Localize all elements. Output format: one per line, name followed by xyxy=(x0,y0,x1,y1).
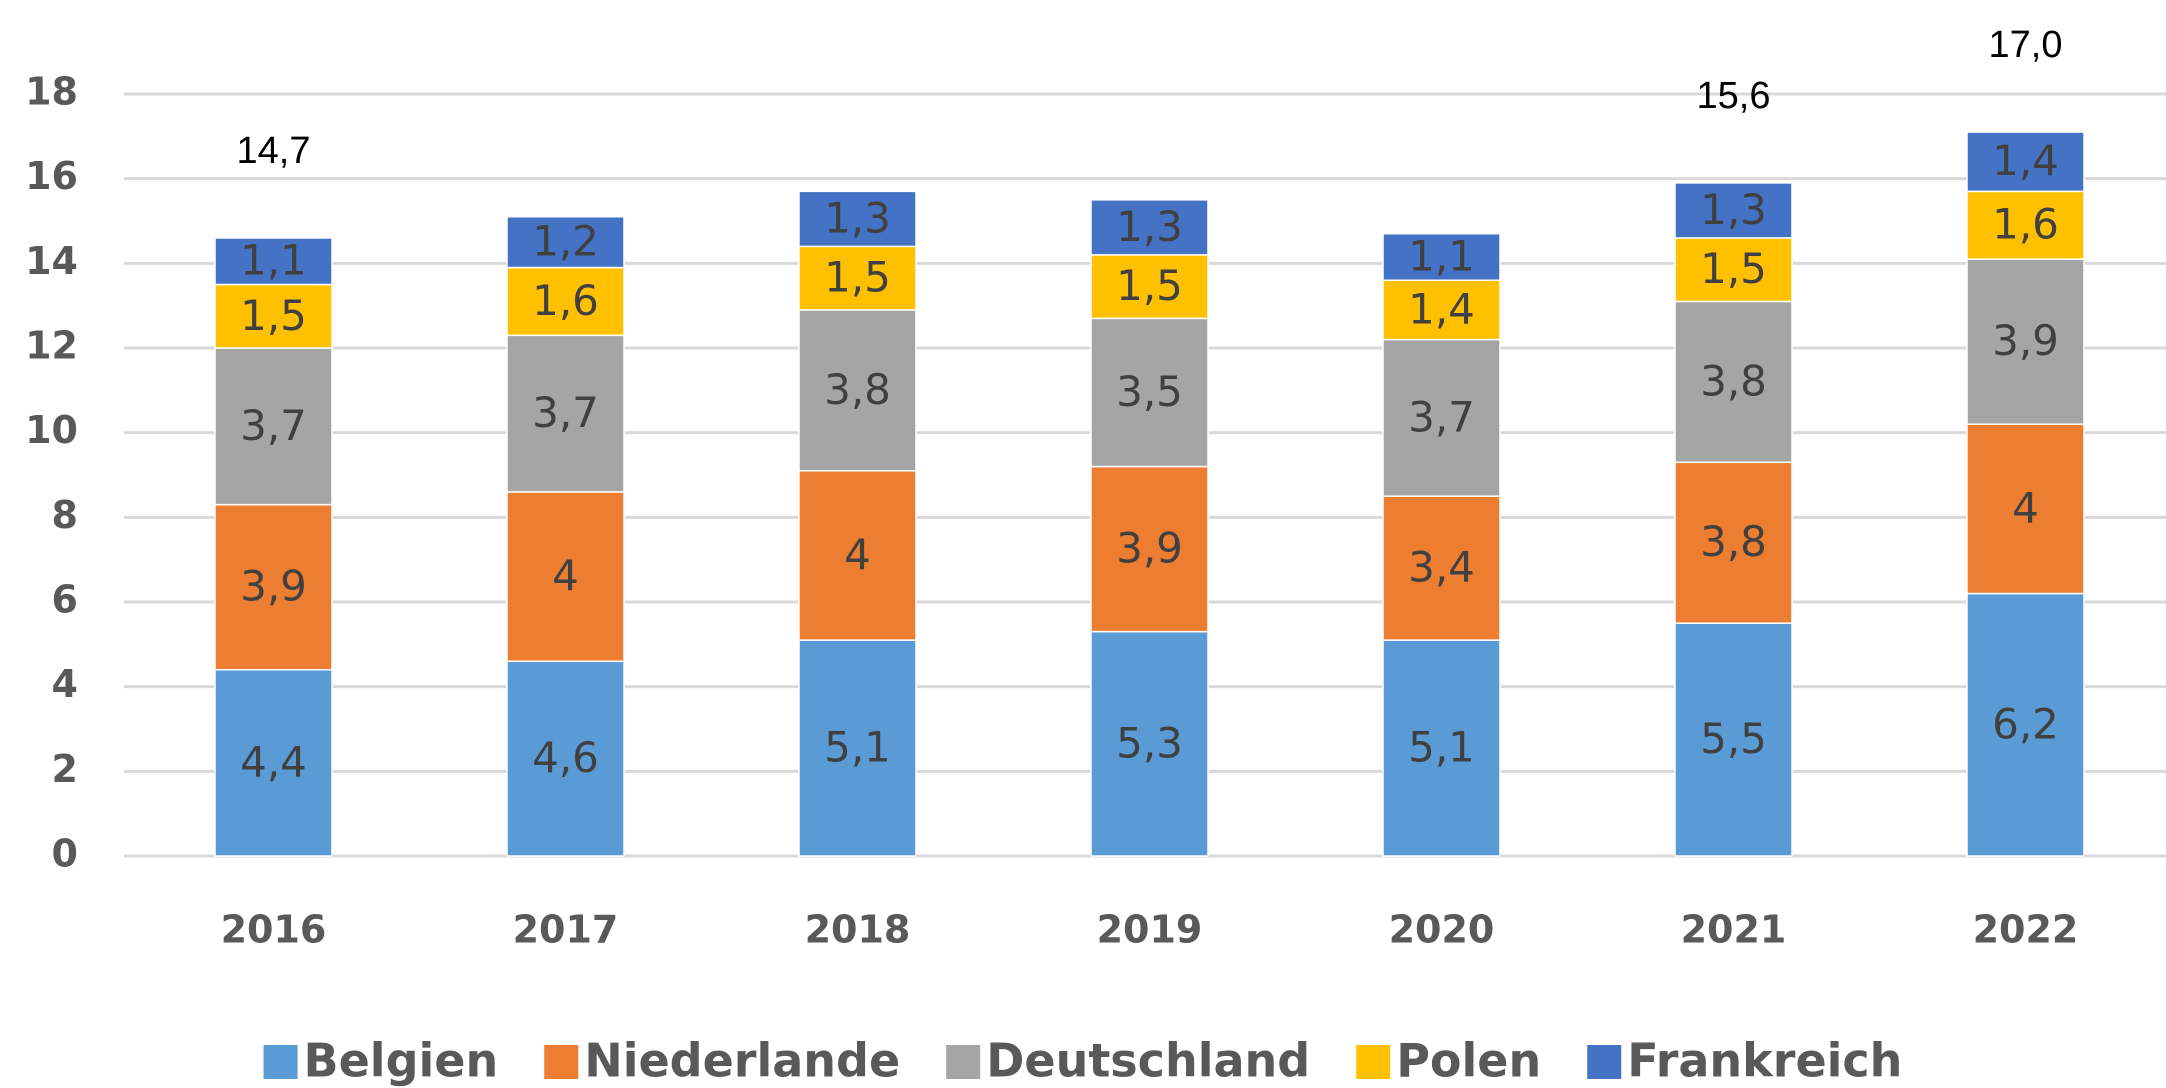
bar-segment xyxy=(1674,182,1793,239)
data-label: 1,3 xyxy=(1700,185,1767,234)
bar-segment xyxy=(798,190,917,248)
bar-segment xyxy=(1090,465,1209,633)
legend-swatch xyxy=(263,1045,298,1079)
data-label: 1,6 xyxy=(1992,200,2059,249)
bar-segment xyxy=(1966,131,2085,193)
bar-segment xyxy=(506,266,625,337)
data-label: 1,4 xyxy=(1408,284,1475,333)
bar-segment xyxy=(506,216,625,269)
bar-segment xyxy=(1674,461,1793,624)
y-tick-label: 6 xyxy=(52,578,78,622)
data-label: 4 xyxy=(2012,483,2039,532)
bar-segment xyxy=(1966,592,2085,857)
total-label: 15,6 xyxy=(1697,75,1771,117)
bar-segment xyxy=(506,334,625,493)
total-label: 17,0 xyxy=(1989,24,2063,66)
y-tick-label: 18 xyxy=(25,70,78,114)
bar-segment xyxy=(1966,423,2085,595)
data-label: 1,6 xyxy=(532,276,599,325)
data-label: 1,3 xyxy=(824,193,891,242)
bar-segment xyxy=(1674,622,1793,857)
data-label: 5,1 xyxy=(824,723,891,772)
data-label: 5,1 xyxy=(1408,723,1475,772)
bar-segment xyxy=(1382,639,1501,857)
y-tick-label: 10 xyxy=(25,408,78,452)
bar-segment xyxy=(798,309,917,472)
bar-segment xyxy=(1382,495,1501,641)
data-label: 1,2 xyxy=(532,217,599,266)
bar-segment xyxy=(214,283,333,349)
x-tick-label: 2021 xyxy=(1681,908,1787,952)
x-tick-label: 2022 xyxy=(1973,908,2079,952)
y-tick-label: 8 xyxy=(52,493,78,537)
data-label: 3,5 xyxy=(1116,367,1183,416)
bar-segment xyxy=(1674,300,1793,464)
x-tick-label: 2017 xyxy=(513,908,619,952)
data-label: 1,5 xyxy=(240,291,307,340)
bar-segment xyxy=(214,237,333,286)
data-label: 5,5 xyxy=(1700,714,1767,763)
bar-segment xyxy=(1090,630,1209,857)
data-label: 3,7 xyxy=(1408,392,1475,441)
legend-swatch xyxy=(544,1045,579,1079)
bar-segment xyxy=(1382,338,1501,497)
x-tick-label: 2018 xyxy=(805,908,911,952)
bar-segment xyxy=(1674,237,1793,303)
y-tick-label: 16 xyxy=(25,154,78,198)
data-label: 1,5 xyxy=(1700,244,1767,293)
legend-swatch xyxy=(946,1045,981,1079)
data-label: 3,9 xyxy=(240,562,307,611)
bar-segment xyxy=(1966,190,2085,260)
bar-segment xyxy=(1382,232,1501,282)
bar-segment xyxy=(506,491,625,663)
data-label: 1,5 xyxy=(824,253,891,302)
y-tick-label: 0 xyxy=(52,832,78,876)
legend-swatch xyxy=(1587,1045,1622,1079)
bar-segment xyxy=(214,503,333,671)
data-label: 3,7 xyxy=(532,388,599,437)
x-tick-label: 2020 xyxy=(1389,908,1495,952)
total-label: 14,7 xyxy=(237,130,311,172)
x-tick-label: 2019 xyxy=(1097,908,1203,952)
bar-segment xyxy=(1090,199,1209,256)
bar-segment xyxy=(506,660,625,857)
data-label: 5,3 xyxy=(1116,718,1183,767)
data-label: 4 xyxy=(552,551,579,600)
data-label: 1,1 xyxy=(240,236,307,285)
bar-segment xyxy=(214,347,333,506)
data-label: 6,2 xyxy=(1992,699,2059,748)
bar-segment xyxy=(798,639,917,857)
x-tick-label: 2016 xyxy=(221,908,327,952)
legend-swatch xyxy=(1356,1045,1391,1079)
y-tick-label: 4 xyxy=(52,662,78,706)
data-label: 4,6 xyxy=(532,733,599,782)
data-label: 1,3 xyxy=(1116,202,1183,251)
legend-label: Deutschland xyxy=(986,1034,1310,1088)
data-label: 1,4 xyxy=(1992,136,2059,185)
y-tick-label: 2 xyxy=(52,747,78,791)
data-label: 3,8 xyxy=(824,365,891,414)
y-tick-label: 12 xyxy=(25,324,78,368)
data-label: 3,7 xyxy=(240,401,307,450)
data-label: 1,5 xyxy=(1116,261,1183,310)
data-label: 3,4 xyxy=(1408,543,1475,592)
data-label: 1,1 xyxy=(1408,231,1475,280)
data-label: 3,8 xyxy=(1700,356,1767,405)
data-label: 3,8 xyxy=(1700,517,1767,566)
data-label: 3,9 xyxy=(1116,524,1183,573)
legend-label: Belgien xyxy=(304,1034,499,1088)
bar-segment xyxy=(1966,258,2085,425)
data-label: 4,4 xyxy=(240,737,307,786)
legend-label: Frankreich xyxy=(1627,1034,1902,1088)
bar-segment xyxy=(798,470,917,641)
legend-label: Polen xyxy=(1396,1034,1541,1088)
data-label: 3,9 xyxy=(1992,316,2059,365)
data-label: 4 xyxy=(844,530,871,579)
y-tick-label: 14 xyxy=(25,239,78,283)
legend-label: Niederlande xyxy=(584,1034,900,1088)
